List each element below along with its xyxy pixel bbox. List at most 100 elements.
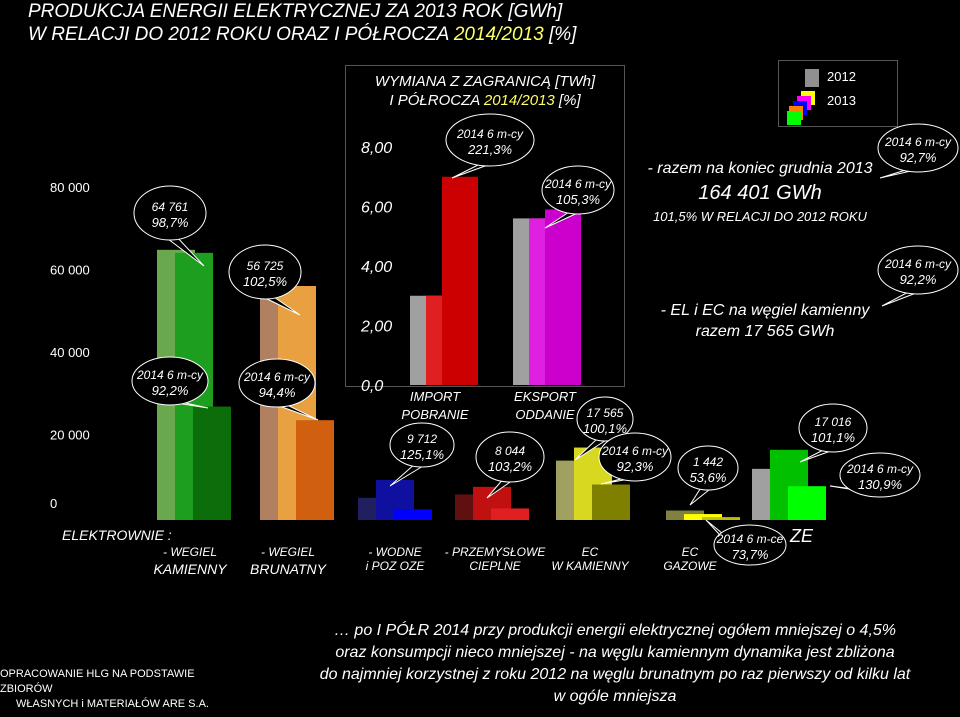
callout-ec-summary-h1-2014-bubble xyxy=(877,245,959,295)
bar-ec_gazowe-h1 xyxy=(702,517,740,520)
callout-export-h1-2014-top: 2014 6 m-cy xyxy=(544,177,612,191)
callout-ec-kamienny-h1-2014-bubble xyxy=(598,432,672,482)
exchange-y-axis: 0,0 2,00 4,00 6,00 8,00 xyxy=(360,140,392,395)
legend-swatches xyxy=(787,69,819,125)
category-label-line-1: - WEGIEL xyxy=(162,545,217,559)
category-label: - WEGIEL KAMIENNY xyxy=(150,545,230,576)
callout-ec-gazowe-2013-bottom: 53,6% xyxy=(690,470,727,485)
callout-brunatny-2013-bottom: 102,5% xyxy=(243,274,287,289)
exchange-bars xyxy=(410,176,581,385)
exchange-category-label: EKSPORT ODDANIE xyxy=(505,388,585,424)
note-line-2: oraz konsumpcji nieco mniejszej - na węg… xyxy=(335,644,895,661)
callout-przemyslowe-2013-top: 8 044 xyxy=(495,444,525,458)
exchange-bar-import-h1 xyxy=(442,176,478,385)
callout-ec-gazowe-2013-top: 1 442 xyxy=(693,455,723,469)
category-label: - PRZEMYSŁOWE CIEPLNE xyxy=(440,545,550,573)
callout-import-h1-2014-bottom: 221,3% xyxy=(467,142,512,157)
group-label: ELEKTROWNIE : xyxy=(62,527,172,543)
category-label-line-1: EC xyxy=(681,545,699,559)
exchange-title-year: 2014/2013 xyxy=(483,92,555,109)
callout-oze-h1-2014-top: 2014 6 m-cy xyxy=(846,462,914,476)
bar-kamienny-h1 xyxy=(193,406,231,520)
exchange-chart-title: WYMIANA Z ZAGRANICĄ [TWh] I PÓŁROCZA 201… xyxy=(346,72,624,110)
note-line-3: do najmniej korzystnej z roku 2012 na wę… xyxy=(319,666,911,683)
callout-total-h1-2014-bottom: 92,7% xyxy=(900,150,937,165)
callout-kamienny-2013-bottom: 98,7% xyxy=(152,215,189,230)
bar-ec_kamienny-h1 xyxy=(592,484,630,520)
callout-oze-2013-bottom: 101,1% xyxy=(811,430,855,445)
callout-wodne-2013-bubble xyxy=(389,422,455,468)
callout-przemyslowe-2013-bottom: 103,2% xyxy=(488,459,532,474)
source-line-2: WŁASNYCH i MATERIAŁÓW ARE S.A. xyxy=(16,698,209,710)
main-y-tick-label: 0 xyxy=(50,496,57,511)
callout-export-h1-2014-bubble xyxy=(541,165,615,215)
callout-ec-gazowe-h1-2014-bubble xyxy=(713,524,787,566)
category-label-line-2: GAZOWE xyxy=(663,559,717,573)
ec-summary-line-2: razem 17 565 GWh xyxy=(695,323,835,340)
category-label-line-2: KAMIENNY xyxy=(153,561,227,577)
callout-brunatny-h1-2014-top: 2014 6 m-cy xyxy=(243,370,311,384)
callout-kamienny-h1-2014-top: 2014 6 m-cy xyxy=(136,368,204,382)
main-y-axis: 0 20 000 40 000 60 000 80 000 xyxy=(50,180,90,511)
main-y-tick-label: 60 000 xyxy=(50,263,90,278)
callout-brunatny-2013-top: 56 725 xyxy=(247,259,284,273)
summary-line-1: - razem na koniec grudnia 2013 xyxy=(647,160,873,177)
bar-brunatny-h1 xyxy=(296,420,334,520)
category-label-line-2: ZE xyxy=(790,526,814,546)
callout-wodne-2013-bottom: 125,1% xyxy=(400,447,444,462)
exchange-category-line-1: EKSPORT xyxy=(514,389,576,404)
exchange-y-tick-label: 4,00 xyxy=(361,259,392,276)
exchange-y-tick-label: 2,00 xyxy=(360,319,392,336)
category-label-line-2: CIEPLNE xyxy=(469,559,521,573)
exchange-category-line-2: ODDANIE xyxy=(515,407,575,422)
ec-summary-line-1: - EL i EC na węgiel kamienny xyxy=(660,302,870,319)
callout-total-h1-2014-top: 2014 6 m-cy xyxy=(884,135,952,149)
summary-line-3: 101,5% W RELACJI DO 2012 ROKU xyxy=(653,209,867,224)
legend: 2012 2013 xyxy=(778,60,898,127)
callout-ec-kamienny-2013-bubble xyxy=(576,396,634,442)
category-label-line-2: i POZ OZE xyxy=(365,559,425,573)
bar-oze-h1 xyxy=(788,486,826,520)
callout-przemyslowe-2013-bubble xyxy=(475,431,545,483)
summary-total: 164 401 GWh xyxy=(698,182,822,204)
source-line-1: OPRACOWANIE HLG NA PODSTAWIE ZBIORÓW xyxy=(0,668,195,695)
bottom-note: … po I PÓŁR 2014 przy produkcji energii … xyxy=(300,620,930,708)
chart-title: PRODUKCJA ENERGII ELEKTRYCZNEJ ZA 2013 R… xyxy=(28,0,576,46)
legend-label-2013: 2013 xyxy=(827,93,856,108)
exchange-category-line-2: POBRANIE xyxy=(401,407,469,422)
callout-ec-kamienny-2013-bottom: 100,1% xyxy=(583,421,627,436)
note-line-1: … po I PÓŁR 2014 przy produkcji energii … xyxy=(333,622,897,639)
ec-summary: - EL i EC na węgiel kamienny razem 17 56… xyxy=(630,300,900,342)
exchange-title-line-2: I PÓŁROCZA 2014/2013 [%] xyxy=(389,92,581,109)
exchange-y-tick-label: 6,00 xyxy=(361,200,392,217)
callout-ec-summary-h1-2014-top: 2014 6 m-cy xyxy=(884,257,952,271)
title-line-1: PRODUKCJA ENERGII ELEKTRYCZNEJ ZA 2013 R… xyxy=(28,1,563,22)
bar-ec_gazowe-2013 xyxy=(684,514,722,520)
callout-ec-gazowe-h1-2014-bottom: 73,7% xyxy=(732,547,769,562)
callout-export-h1-2014-bottom: 105,3% xyxy=(556,192,600,207)
exchange-chart: 0,0 2,00 4,00 6,00 8,00 xyxy=(360,140,581,395)
exchange-bar-export-h1 xyxy=(545,209,581,385)
main-y-tick-label: 80 000 xyxy=(50,180,90,195)
category-label-line-1: - PRZEMYSŁOWE xyxy=(444,545,546,559)
callout-brunatny-h1-2014-bottom: 94,4% xyxy=(259,385,296,400)
callout-brunatny-h1-2014-bubble xyxy=(238,358,316,408)
callout-oze-2013-top: 17 016 xyxy=(815,415,852,429)
callout-ec-kamienny-2013-top: 17 565 xyxy=(587,406,624,420)
callout-import-h1-2014-top: 2014 6 m-cy xyxy=(456,127,524,141)
legend-swatch-e xyxy=(787,111,801,125)
category-label-line-2: BRUNATNY xyxy=(250,561,326,577)
